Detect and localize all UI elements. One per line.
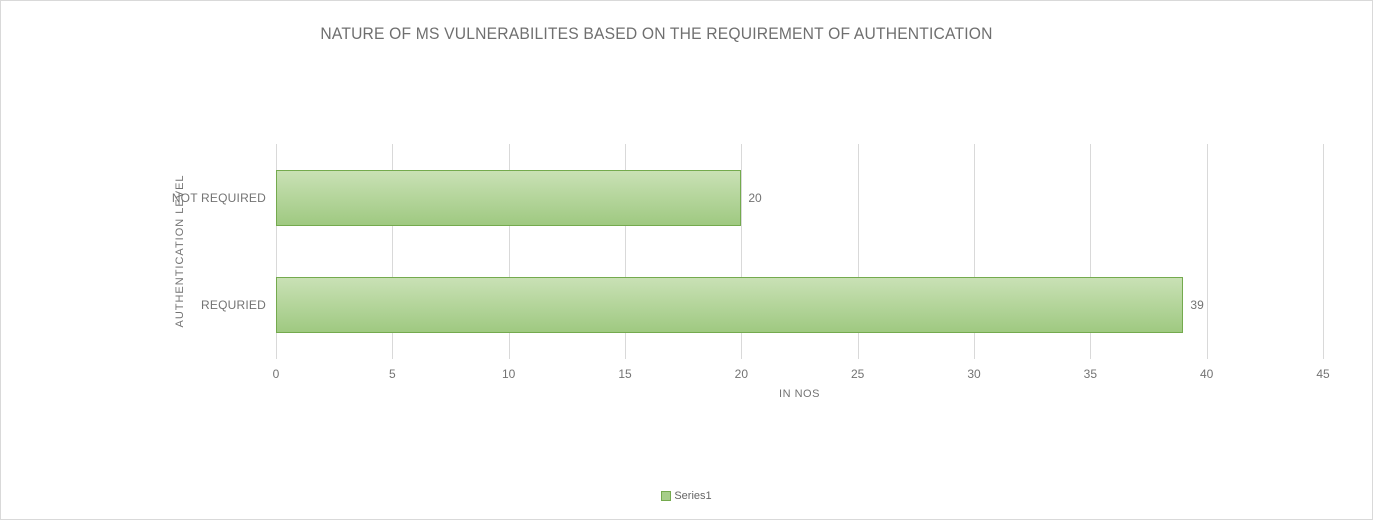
x-tick-label: 40	[1199, 367, 1214, 381]
plot-area: 20 39	[276, 144, 1324, 359]
x-tick-label: 45	[1316, 367, 1330, 381]
gridline	[508, 144, 510, 359]
x-tick-label: 0	[272, 367, 280, 381]
x-tick-label: 5	[388, 367, 396, 381]
gridline	[1090, 144, 1092, 359]
gridline	[276, 144, 277, 359]
category-label: NOT REQUIRED	[171, 190, 266, 205]
gridline	[625, 144, 626, 359]
legend-swatch-icon	[661, 491, 672, 501]
category-label: REQURIED	[201, 298, 266, 313]
gridline	[741, 144, 743, 359]
x-tick-label: 20	[734, 367, 749, 381]
chart-title: NATURE OF MS VULNERABILITES BASED ON THE…	[320, 24, 993, 43]
category-axis-labels: NOT REQUIRED REQURIED	[1, 144, 266, 359]
gridline	[1323, 144, 1324, 359]
x-axis-title: IN NOS	[779, 388, 820, 400]
gridline	[1206, 144, 1208, 359]
x-tick-label: 30	[967, 367, 981, 381]
bar: 39	[276, 277, 1204, 334]
legend: Series1	[1, 490, 1372, 502]
x-tick-label: 25	[850, 367, 865, 381]
gridline	[857, 144, 859, 359]
gridline	[974, 144, 975, 359]
bar: 20	[276, 169, 762, 226]
bar-value-label: 20	[748, 190, 762, 205]
x-tick-label: 35	[1083, 367, 1098, 381]
gridline	[392, 144, 394, 359]
x-tick-label: 15	[618, 367, 632, 381]
x-axis-tick-labels: 0 5 10 15 20 25 30 35 40 45	[272, 367, 1330, 383]
x-tick-label: 10	[501, 367, 516, 381]
bar-value-label: 39	[1190, 298, 1204, 313]
legend-label: Series1	[674, 490, 712, 502]
